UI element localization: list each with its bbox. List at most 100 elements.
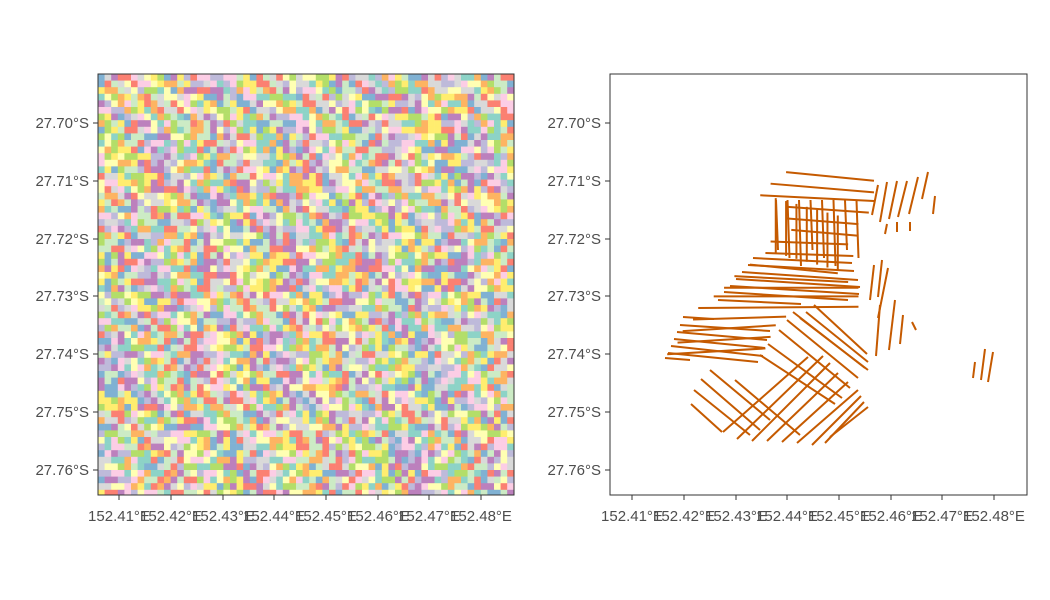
raster-tile [368, 371, 376, 378]
raster-tile [408, 166, 416, 174]
raster-tile [428, 430, 435, 438]
raster-tile [381, 146, 389, 154]
raster-tile [243, 397, 251, 405]
raster-tile [104, 120, 112, 128]
raster-tile [513, 278, 514, 286]
raster-tile [190, 179, 198, 187]
raster-tile [480, 80, 488, 88]
raster-tile [197, 133, 204, 141]
raster-tile [164, 423, 171, 431]
raster-tile [269, 291, 277, 299]
raster-tile [190, 351, 198, 359]
raster-tile [395, 384, 402, 392]
raster-tile [395, 397, 402, 405]
raster-tile [381, 463, 389, 471]
raster-tile [348, 483, 356, 491]
raster-tile [355, 199, 363, 207]
raster-tile [111, 93, 119, 101]
raster-tile [428, 212, 435, 220]
raster-tile [210, 318, 218, 326]
raster-tile [348, 133, 356, 141]
raster-tile [269, 153, 277, 161]
raster-tile [381, 311, 389, 319]
raster-tile [131, 100, 138, 108]
raster-tile [315, 120, 323, 128]
raster-tile [474, 100, 482, 108]
raster-tile [289, 318, 297, 326]
raster-tile [507, 272, 514, 279]
raster-tile [381, 126, 389, 134]
raster-tile [296, 179, 303, 187]
x-tick-label: 152.46°E [347, 508, 409, 525]
raster-tile [137, 199, 145, 207]
raster-tile [322, 430, 330, 438]
raster-tile [296, 437, 303, 444]
raster-tile [137, 159, 145, 167]
raster-tile [348, 377, 356, 385]
raster-tile [144, 179, 152, 187]
raster-tile [124, 219, 132, 227]
raster-tile [500, 258, 508, 266]
raster-tile [441, 291, 449, 299]
raster-tile [507, 430, 514, 438]
raster-tile [368, 351, 376, 359]
raster-tile [401, 463, 409, 471]
transect-line [908, 176, 919, 215]
raster-tile [117, 239, 125, 246]
raster-tile [249, 245, 257, 253]
raster-tile [177, 126, 185, 134]
raster-tile [408, 423, 416, 431]
raster-tile [117, 140, 125, 147]
raster-tile [362, 225, 369, 233]
raster-tile [203, 173, 211, 180]
raster-tile [447, 258, 455, 266]
raster-tile [494, 146, 501, 154]
raster-tile [467, 87, 475, 95]
raster-tile [117, 74, 125, 81]
raster-tile [124, 80, 132, 88]
raster-tile [461, 93, 468, 101]
raster-tile [474, 423, 482, 431]
raster-tile [230, 166, 237, 174]
raster-tile [309, 285, 317, 293]
raster-tile [428, 305, 435, 312]
raster-tile [500, 146, 508, 154]
raster-tile [309, 225, 317, 233]
raster-tile [230, 107, 237, 114]
raster-tile [150, 417, 158, 425]
raster-tile [414, 225, 422, 233]
raster-tile [467, 291, 475, 299]
raster-tile [401, 252, 409, 260]
raster-tile [223, 74, 231, 81]
raster-tile [401, 186, 409, 194]
raster-tile [137, 120, 145, 128]
raster-tile [487, 371, 495, 378]
raster-tile [170, 390, 178, 398]
raster-tile [408, 476, 416, 484]
raster-tile [216, 437, 224, 444]
raster-tile [164, 219, 171, 227]
raster-tile [276, 206, 284, 213]
raster-tile [348, 278, 356, 286]
raster-tile [381, 87, 389, 95]
raster-tile [296, 298, 303, 306]
raster-tile [203, 278, 211, 286]
raster-tile [243, 331, 251, 339]
y-tick-label: 27.74°S [35, 346, 89, 363]
raster-tile [164, 87, 171, 95]
raster-tile [434, 450, 442, 458]
raster-tile [183, 344, 191, 352]
raster-tile [408, 100, 416, 108]
raster-tile [282, 344, 290, 352]
raster-tile [474, 437, 482, 444]
raster-tile [203, 93, 211, 101]
raster-tile [296, 476, 303, 484]
raster-tile [282, 489, 290, 495]
raster-tile [157, 140, 165, 147]
raster-tile [414, 87, 422, 95]
raster-tile [447, 206, 455, 213]
raster-tile [111, 199, 119, 207]
raster-tile [348, 87, 356, 95]
raster-tile [335, 80, 343, 88]
raster-tile [348, 417, 356, 425]
